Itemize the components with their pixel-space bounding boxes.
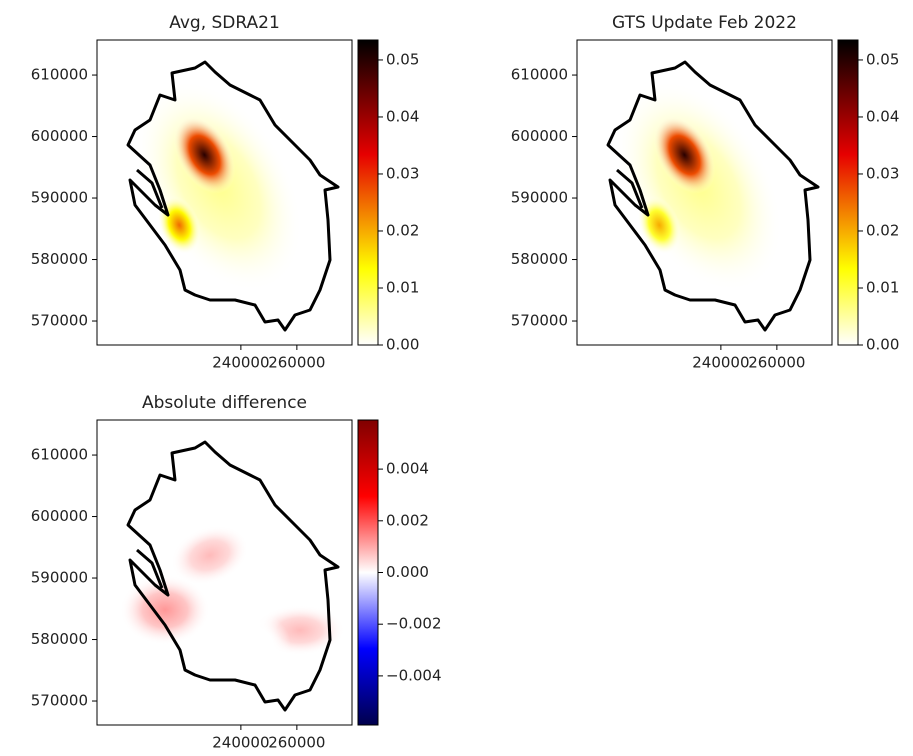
colorbar-tick-label: 0.00	[386, 336, 419, 354]
colorbar-tick-label: 0.03	[386, 164, 419, 182]
y-tick-label: 600000	[511, 127, 568, 145]
x-tick-label: 260000	[748, 354, 805, 372]
heat-blob	[173, 116, 236, 194]
colorbar-tick-label: 0.00	[866, 336, 899, 354]
colorbar-tick-label: 0.05	[386, 50, 419, 68]
heatmap	[97, 40, 352, 345]
colorbar	[837, 39, 859, 346]
y-tick-label: 580000	[31, 250, 88, 268]
y-tick-label: 600000	[31, 507, 88, 525]
colorbar-tick-label: 0.004	[386, 460, 429, 478]
y-tick-label: 590000	[511, 189, 568, 207]
y-tick-label: 570000	[31, 692, 88, 710]
colorbar-tick-label: 0.04	[866, 107, 899, 125]
plot-frame	[96, 419, 353, 726]
x-tick-label: 260000	[268, 354, 325, 372]
plot-frame	[576, 39, 833, 346]
heat-blob	[637, 196, 681, 255]
colorbar	[357, 39, 379, 346]
heatmap	[97, 420, 352, 725]
x-tick-label: 240000	[692, 354, 749, 372]
y-tick-label: 610000	[31, 66, 88, 84]
colorbar-tick-label: 0.000	[386, 563, 429, 581]
y-tick-label: 570000	[511, 312, 568, 330]
colorbar-tick-label: 0.01	[386, 278, 419, 296]
y-tick-label: 580000	[31, 630, 88, 648]
heat-blob	[120, 575, 211, 646]
colorbar-tick-label: 0.002	[386, 511, 429, 529]
colorbar-tick-label: −0.002	[386, 615, 442, 633]
subplot-title: GTS Update Feb 2022	[612, 13, 797, 33]
y-tick-label: 570000	[31, 312, 88, 330]
y-tick-label: 580000	[511, 250, 568, 268]
colorbar	[357, 419, 379, 726]
subplot-title: Avg, SDRA21	[169, 13, 280, 33]
y-tick-label: 590000	[31, 189, 88, 207]
heat-blob	[218, 612, 291, 679]
x-tick-label: 240000	[212, 734, 269, 752]
colorbar-tick-label: 0.02	[386, 221, 419, 239]
subplot-title: Absolute difference	[142, 393, 307, 413]
y-tick-label: 590000	[31, 569, 88, 587]
colorbar-tick-label: 0.01	[866, 278, 899, 296]
heat-blob	[653, 116, 716, 194]
heat-blob	[171, 525, 249, 585]
y-tick-label: 600000	[31, 127, 88, 145]
colorbar-tick-label: 0.05	[866, 50, 899, 68]
y-tick-label: 610000	[31, 446, 88, 464]
colorbar-tick-label: 0.04	[386, 107, 419, 125]
colorbar-tick-label: −0.004	[386, 666, 442, 684]
x-tick-label: 260000	[268, 734, 325, 752]
y-tick-label: 610000	[511, 66, 568, 84]
colorbar-tick-label: 0.02	[866, 221, 899, 239]
heat-blob	[157, 196, 201, 255]
colorbar-tick-label: 0.03	[866, 164, 899, 182]
plot-frame	[96, 39, 353, 346]
x-tick-label: 240000	[212, 354, 269, 372]
heatmap	[577, 40, 832, 345]
